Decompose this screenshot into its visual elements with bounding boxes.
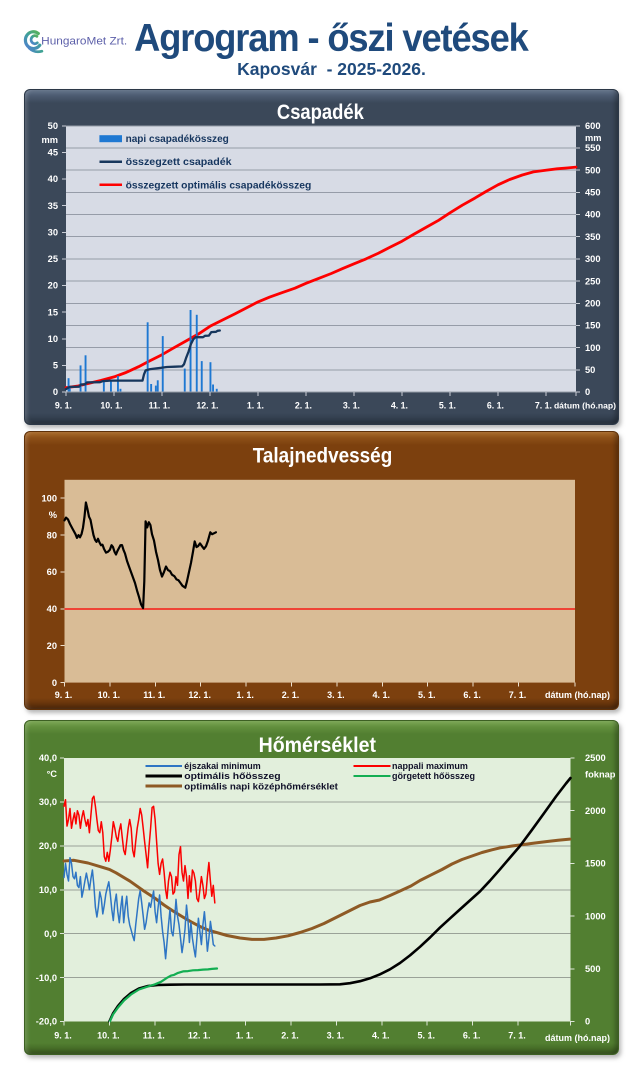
svg-text:4. 1.: 4. 1. <box>373 690 391 700</box>
svg-text:30,0: 30,0 <box>39 797 57 807</box>
svg-text:4. 1.: 4. 1. <box>391 401 408 411</box>
svg-text:0: 0 <box>585 387 590 397</box>
svg-text:11. 1.: 11. 1. <box>149 401 171 411</box>
svg-text:9. 1.: 9. 1. <box>55 690 73 700</box>
svg-text:Csapadék: Csapadék <box>277 101 364 124</box>
svg-text:10: 10 <box>48 334 58 344</box>
svg-text:Hőmérséklet: Hőmérséklet <box>259 734 376 757</box>
svg-text:Talajnedvesség: Talajnedvesség <box>253 445 393 468</box>
svg-text:40,0: 40,0 <box>39 753 57 763</box>
svg-text:összegzett csapadék: összegzett csapadék <box>126 157 233 168</box>
svg-text:7. 1.: 7. 1. <box>509 690 527 700</box>
svg-text:0: 0 <box>53 387 58 397</box>
svg-text:10. 1.: 10. 1. <box>97 1031 120 1041</box>
svg-text:1. 1.: 1. 1. <box>236 1031 254 1041</box>
svg-text:80: 80 <box>47 530 57 540</box>
svg-text:2500: 2500 <box>585 753 606 763</box>
svg-text:1. 1.: 1. 1. <box>236 690 254 700</box>
svg-text:20: 20 <box>48 281 58 291</box>
svg-text:6. 1.: 6. 1. <box>463 1031 481 1041</box>
svg-text:400: 400 <box>585 210 601 220</box>
svg-text:10. 1.: 10. 1. <box>100 401 122 411</box>
svg-text:°C: °C <box>47 769 58 779</box>
svg-text:12. 1.: 12. 1. <box>188 690 211 700</box>
svg-text:9. 1.: 9. 1. <box>54 1031 72 1041</box>
svg-text:100: 100 <box>41 493 57 503</box>
svg-text:20: 20 <box>47 641 57 651</box>
svg-text:150: 150 <box>585 321 601 331</box>
svg-text:10,0: 10,0 <box>39 885 57 895</box>
svg-text:1000: 1000 <box>585 911 606 921</box>
svg-text:dátum (hó.nap): dátum (hó.nap) <box>545 690 610 700</box>
svg-text:15: 15 <box>48 307 58 317</box>
svg-text:4. 1.: 4. 1. <box>372 1031 390 1041</box>
svg-text:1. 1.: 1. 1. <box>247 401 264 411</box>
svg-text:7. 1.: 7. 1. <box>508 1031 526 1041</box>
svg-text:0: 0 <box>52 678 57 688</box>
svg-text:7. 1.: 7. 1. <box>535 401 552 411</box>
svg-text:12. 1.: 12. 1. <box>196 401 218 411</box>
svg-text:összegzett optimális csapadékö: összegzett optimális csapadékösszeg <box>126 180 312 191</box>
svg-text:1500: 1500 <box>585 859 606 869</box>
svg-text:50: 50 <box>585 365 595 375</box>
svg-text:-20,0: -20,0 <box>36 1017 57 1027</box>
svg-text:350: 350 <box>585 232 601 242</box>
svg-text:optimális napi középhőmérsékle: optimális napi középhőmérséklet <box>184 781 338 791</box>
svg-text:500: 500 <box>585 165 601 175</box>
svg-text:2. 1.: 2. 1. <box>281 1031 299 1041</box>
svg-text:napi csapadékösszeg: napi csapadékösszeg <box>126 134 229 145</box>
svg-text:11. 1.: 11. 1. <box>143 690 165 700</box>
svg-text:-10,0: -10,0 <box>36 973 57 983</box>
svg-text:200: 200 <box>585 299 601 309</box>
svg-text:dátum (hó.nap): dátum (hó.nap) <box>545 1033 610 1043</box>
svg-text:100: 100 <box>585 343 601 353</box>
svg-text:3. 1.: 3. 1. <box>327 1031 345 1041</box>
svg-text:35: 35 <box>48 201 58 211</box>
svg-text:5. 1.: 5. 1. <box>417 1031 435 1041</box>
svg-text:50: 50 <box>48 121 58 131</box>
svg-text:0,0: 0,0 <box>44 929 57 939</box>
svg-text:5. 1.: 5. 1. <box>418 690 436 700</box>
svg-text:9. 1.: 9. 1. <box>55 401 72 411</box>
svg-text:%: % <box>49 510 58 520</box>
svg-text:25: 25 <box>48 254 58 264</box>
svg-text:10. 1.: 10. 1. <box>98 690 121 700</box>
svg-text:600: 600 <box>585 121 601 131</box>
svg-text:20,0: 20,0 <box>39 841 57 851</box>
svg-text:3. 1.: 3. 1. <box>343 401 360 411</box>
svg-text:2. 1.: 2. 1. <box>282 690 300 700</box>
svg-text:60: 60 <box>47 567 57 577</box>
svg-text:300: 300 <box>585 254 601 264</box>
svg-text:5. 1.: 5. 1. <box>439 401 456 411</box>
svg-text:45: 45 <box>48 148 58 158</box>
svg-text:500: 500 <box>585 964 601 974</box>
svg-text:5: 5 <box>53 361 58 371</box>
svg-text:450: 450 <box>585 188 601 198</box>
svg-text:HungaroMet Zrt.: HungaroMet Zrt. <box>41 35 127 47</box>
svg-text:6. 1.: 6. 1. <box>463 690 481 700</box>
svg-text:mm: mm <box>585 133 602 143</box>
svg-text:mm: mm <box>41 135 58 145</box>
svg-text:éjszakai minimum: éjszakai minimum <box>184 761 260 771</box>
svg-text:550: 550 <box>585 143 601 153</box>
svg-text:40: 40 <box>48 174 58 184</box>
svg-text:3. 1.: 3. 1. <box>327 690 345 700</box>
svg-text:0: 0 <box>585 1017 590 1027</box>
svg-text:11. 1.: 11. 1. <box>143 1031 165 1041</box>
svg-text:2. 1.: 2. 1. <box>295 401 312 411</box>
svg-text:optimális hőösszeg: optimális hőösszeg <box>184 771 280 781</box>
svg-text:250: 250 <box>585 276 601 286</box>
svg-text:6. 1.: 6. 1. <box>487 401 504 411</box>
svg-text:40: 40 <box>47 604 57 614</box>
svg-text:foknap: foknap <box>585 770 616 780</box>
svg-text:görgetett hőösszeg: görgetett hőösszeg <box>392 771 475 781</box>
svg-text:12. 1.: 12. 1. <box>188 1031 211 1041</box>
svg-text:30: 30 <box>48 228 58 238</box>
svg-text:2000: 2000 <box>585 806 606 816</box>
svg-text:dátum (hó.nap): dátum (hó.nap) <box>554 401 616 411</box>
svg-text:nappali maximum: nappali maximum <box>392 761 468 771</box>
